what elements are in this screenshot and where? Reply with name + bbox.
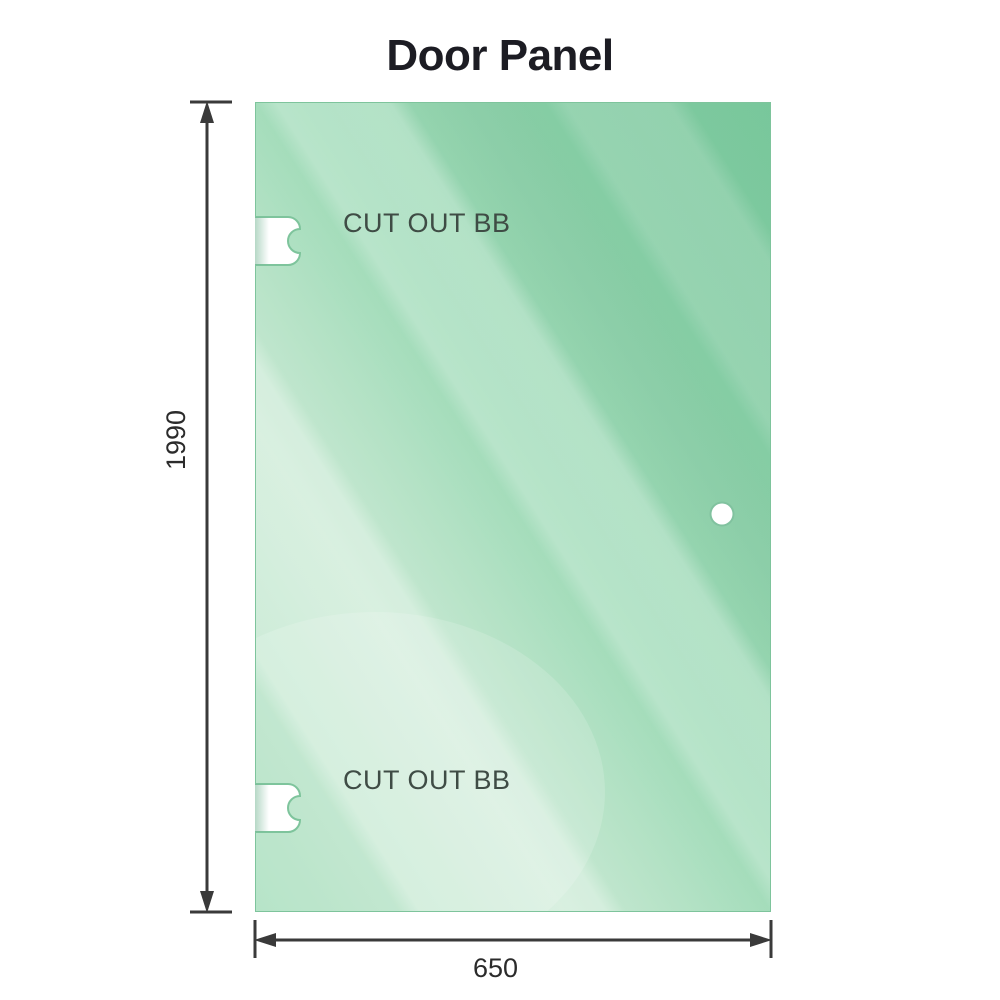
glass-door-panel <box>255 102 771 912</box>
handle-drill-hole <box>709 501 735 527</box>
panel-outline <box>255 102 771 912</box>
hinge-cutout-notch-top-shade <box>255 217 269 265</box>
glass-surface <box>255 102 771 912</box>
panel-width-value: 650 <box>473 953 519 983</box>
page-title: Door Panel <box>386 31 614 80</box>
hinge-cutout-notch-bottom-shade <box>255 784 269 832</box>
cutout-label-top: CUT OUT BB <box>343 208 511 238</box>
panel-height-value: 1990 <box>161 409 191 470</box>
panel-height-dimension <box>190 100 232 914</box>
cutout-label-bottom: CUT OUT BB <box>343 765 511 795</box>
